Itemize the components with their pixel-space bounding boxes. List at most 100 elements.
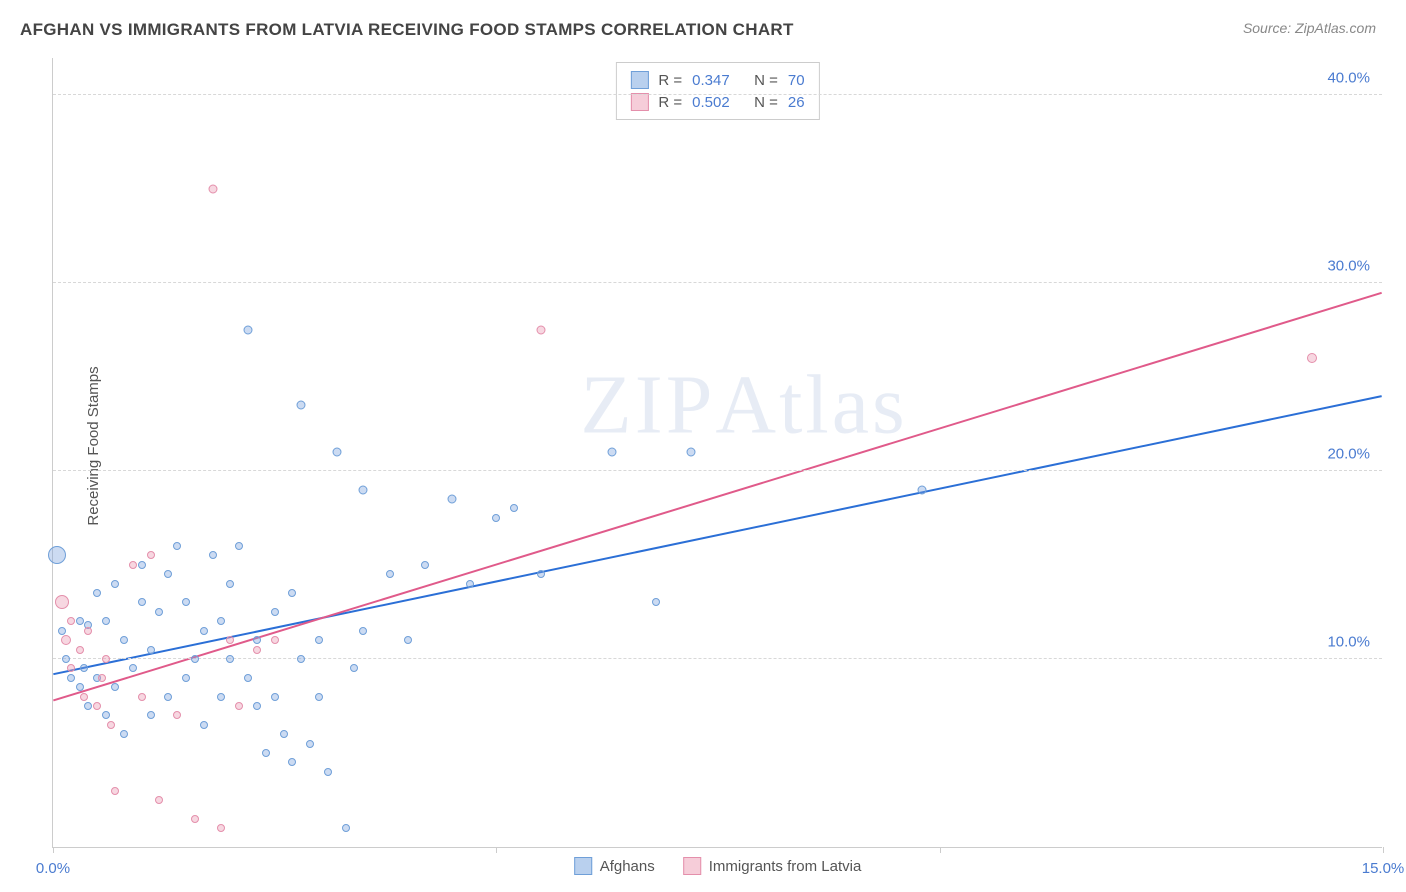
scatter-point [226, 636, 234, 644]
tick-v [496, 847, 497, 853]
x-tick-label: 0.0% [36, 860, 70, 877]
scatter-point [253, 702, 261, 710]
scatter-point [1307, 353, 1317, 363]
scatter-point [98, 674, 106, 682]
legend-item: Immigrants from Latvia [683, 857, 862, 875]
scatter-point [297, 655, 305, 663]
legend-r-label: R = [658, 94, 682, 111]
trend-lines [53, 58, 1382, 847]
scatter-point [359, 485, 368, 494]
tick-v [53, 847, 54, 853]
scatter-point [297, 400, 306, 409]
scatter-point [191, 815, 199, 823]
legend-row: R = 0.347 N = 70 [630, 69, 804, 91]
scatter-point [208, 184, 217, 193]
scatter-point [67, 664, 75, 672]
scatter-point [271, 608, 279, 616]
scatter-point [111, 580, 119, 588]
legend-series-name: Immigrants from Latvia [709, 858, 862, 875]
scatter-point [111, 787, 119, 795]
legend-r-value: 0.502 [692, 94, 744, 111]
scatter-chart: ZIPAtlas R =0.347N =70R =0.502N =26 Afgh… [52, 58, 1382, 848]
y-tick-label: 30.0% [1327, 257, 1370, 274]
scatter-point [155, 796, 163, 804]
scatter-point [253, 636, 261, 644]
y-tick-label: 20.0% [1327, 445, 1370, 462]
scatter-point [84, 627, 92, 635]
legend-swatch [630, 93, 648, 111]
scatter-point [209, 551, 217, 559]
scatter-point [58, 627, 66, 635]
scatter-point [80, 664, 88, 672]
scatter-point [200, 721, 208, 729]
scatter-point [226, 580, 234, 588]
legend-swatch [683, 857, 701, 875]
scatter-point [404, 636, 412, 644]
tick-v [1383, 847, 1384, 853]
scatter-point [200, 627, 208, 635]
legend-r-value: 0.347 [692, 72, 744, 89]
scatter-point [448, 495, 457, 504]
legend-r-label: R = [658, 72, 682, 89]
legend-swatch [574, 857, 592, 875]
scatter-point [315, 693, 323, 701]
scatter-point [510, 504, 518, 512]
x-tick-label: 15.0% [1362, 860, 1405, 877]
scatter-point [102, 711, 110, 719]
scatter-point [271, 636, 279, 644]
scatter-point [271, 693, 279, 701]
scatter-point [332, 448, 341, 457]
scatter-point [147, 551, 155, 559]
scatter-point [342, 824, 350, 832]
scatter-point [226, 655, 234, 663]
scatter-point [111, 683, 119, 691]
scatter-point [173, 542, 181, 550]
series-legend: Afghans Immigrants from Latvia [574, 857, 862, 875]
scatter-point [607, 448, 616, 457]
legend-series-name: Afghans [600, 858, 655, 875]
scatter-point [324, 768, 332, 776]
scatter-point [253, 646, 261, 654]
gridline-h [53, 470, 1382, 471]
scatter-point [288, 589, 296, 597]
scatter-point [235, 702, 243, 710]
chart-source: Source: ZipAtlas.com [1243, 20, 1376, 36]
scatter-point [102, 655, 110, 663]
scatter-point [155, 608, 163, 616]
scatter-point [48, 546, 66, 564]
scatter-point [217, 617, 225, 625]
scatter-point [147, 711, 155, 719]
scatter-point [164, 570, 172, 578]
scatter-point [138, 561, 146, 569]
scatter-point [76, 646, 84, 654]
scatter-point [80, 693, 88, 701]
stats-legend: R =0.347N =70R =0.502N =26 [615, 62, 819, 120]
scatter-point [147, 646, 155, 654]
scatter-point [280, 730, 288, 738]
scatter-point [350, 664, 358, 672]
gridline-h [53, 658, 1382, 659]
legend-swatch [630, 71, 648, 89]
scatter-point [288, 758, 296, 766]
scatter-point [182, 598, 190, 606]
scatter-point [182, 674, 190, 682]
scatter-point [359, 627, 367, 635]
scatter-point [235, 542, 243, 550]
legend-n-value: 70 [788, 72, 805, 89]
scatter-point [244, 674, 252, 682]
scatter-point [306, 740, 314, 748]
scatter-point [917, 485, 926, 494]
scatter-point [67, 617, 75, 625]
scatter-point [421, 561, 429, 569]
scatter-point [652, 598, 660, 606]
scatter-point [687, 448, 696, 457]
gridline-h [53, 94, 1382, 95]
scatter-point [76, 617, 84, 625]
scatter-point [120, 636, 128, 644]
scatter-point [67, 674, 75, 682]
chart-title: AFGHAN VS IMMIGRANTS FROM LATVIA RECEIVI… [20, 20, 794, 40]
legend-item: Afghans [574, 857, 655, 875]
scatter-point [536, 325, 545, 334]
scatter-point [537, 570, 545, 578]
legend-n-label: N = [754, 72, 778, 89]
